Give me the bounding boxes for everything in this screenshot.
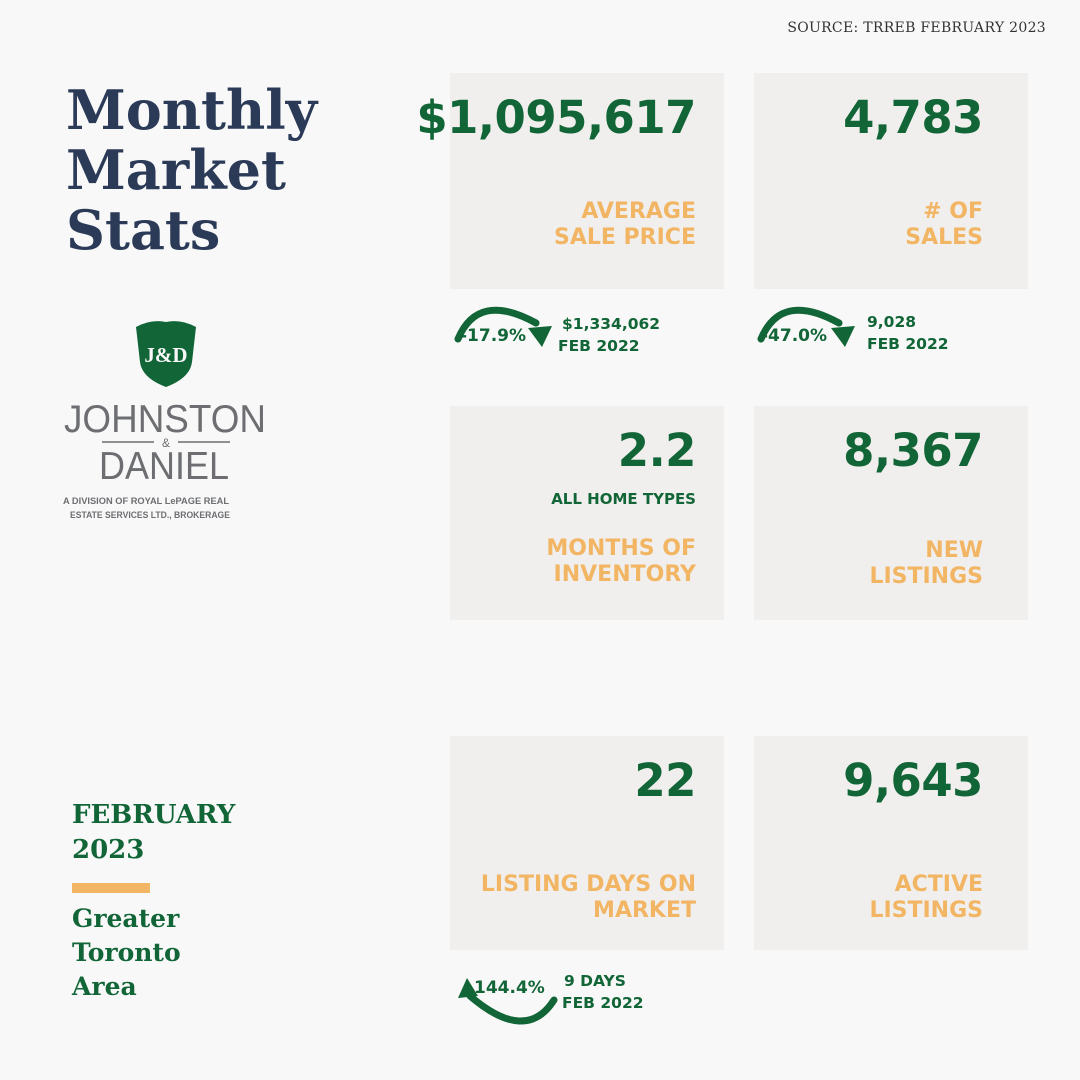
stat-card-number-of-sales: 4,783 # OF SALES (754, 73, 1028, 289)
logo-tagline: A DIVISION OF ROYAL LePAGE REAL (63, 496, 230, 506)
johnston-daniel-logo: J&D JOHNSTON & DANIEL A DIVISION OF ROYA… (63, 321, 266, 520)
stat-value: 2.2 (617, 424, 697, 477)
percent-change: -47.0% (761, 326, 828, 346)
region-name: Greater Toronto Area (72, 902, 181, 1004)
stat-value: 9,643 (843, 754, 983, 807)
percent-change: 144.4% (474, 978, 545, 998)
stat-value: 22 (634, 754, 696, 807)
title-line: Stats (66, 198, 221, 262)
yoy-comparison-sale-price: -17.9% $1,334,062 FEB 2022 (450, 293, 710, 373)
logo-monogram: J&D (144, 343, 187, 367)
stat-card-months-of-inventory: 2.2 ALL HOME TYPES MONTHS OF INVENTORY (450, 406, 724, 620)
stat-card-active-listings: 9,643 ACTIVE LISTINGS (754, 736, 1028, 950)
report-month: FEBRUARY (72, 800, 236, 830)
yoy-comparison-days-on-market: 144.4% 9 DAYS FEB 2022 (450, 960, 710, 1040)
stat-label: MONTHS OF INVENTORY (546, 536, 696, 587)
stat-label: LISTING DAYS ON MARKET (480, 872, 696, 923)
stat-card-new-listings: 8,367 NEW LISTINGS (754, 406, 1028, 620)
stat-label: ACTIVE LISTINGS (869, 872, 983, 923)
trend-down-arrow-icon (757, 306, 855, 347)
region-line: Greater (72, 904, 180, 933)
trend-down-arrow-icon (454, 306, 552, 347)
stat-label: AVERAGE SALE PRICE (553, 199, 696, 250)
stat-value: 4,783 (843, 91, 983, 144)
logo-ampersand: & (162, 436, 170, 450)
page-title: Monthly Market Stats (66, 80, 317, 260)
stat-card-listing-days-on-market: 22 LISTING DAYS ON MARKET (450, 736, 724, 950)
previous-year-value: $1,334,062 FEB 2022 (558, 315, 661, 355)
shield-icon (136, 321, 196, 387)
stat-label: NEW LISTINGS (869, 538, 983, 589)
stat-card-average-sale-price: $1,095,617 AVERAGE SALE PRICE (416, 73, 724, 289)
region-line: Toronto (72, 938, 181, 967)
trend-up-arrow-icon (458, 978, 558, 1025)
source-note: SOURCE: TRREB FEBRUARY 2023 (787, 20, 1046, 36)
stat-label: # OF SALES (905, 199, 983, 250)
logo-tagline: ESTATE SERVICES LTD., BROKERAGE (70, 510, 230, 520)
percent-change: -17.9% (460, 326, 527, 346)
title-line: Monthly (66, 78, 318, 142)
region-line: Area (72, 972, 137, 1001)
stat-value: $1,095,617 (416, 91, 696, 144)
logo-name-bottom: DANIEL (99, 445, 229, 488)
previous-year-value: 9 DAYS FEB 2022 (562, 972, 644, 1012)
stat-value: 8,367 (843, 424, 983, 477)
yoy-comparison-sales: -47.0% 9,028 FEB 2022 (753, 293, 1013, 373)
stat-subtitle: ALL HOME TYPES (551, 490, 696, 508)
accent-rule (72, 883, 150, 893)
title-line: Market (66, 138, 286, 202)
logo-name-top: JOHNSTON (64, 398, 266, 441)
report-year: 2023 (72, 835, 145, 865)
report-period: FEBRUARY 2023 (72, 798, 235, 868)
previous-year-value: 9,028 FEB 2022 (867, 313, 949, 353)
